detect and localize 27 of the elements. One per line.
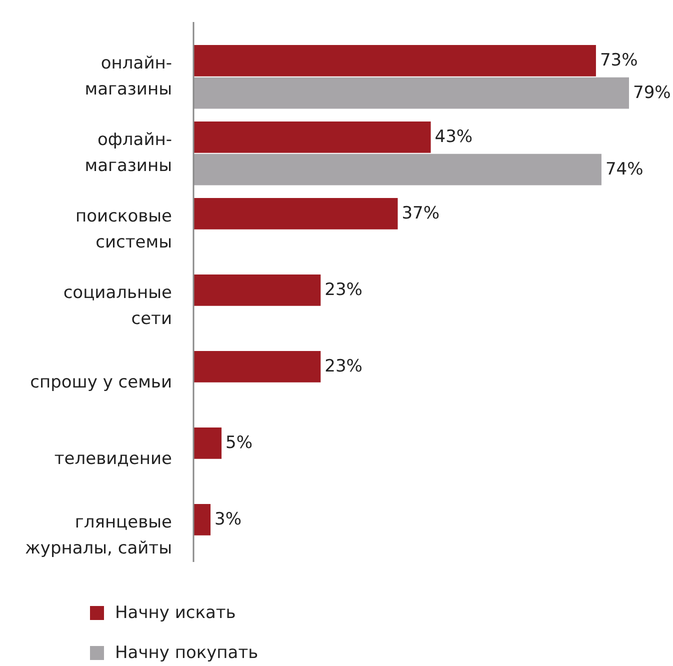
data-label: 43% [434,127,473,148]
data-label: 79% [633,83,671,104]
data-label: 3% [214,510,242,530]
y-tick-label: телевидение [54,448,172,469]
legend-label: Начну покупать [115,643,258,663]
data-label: 37% [402,204,440,224]
data-label: 5% [226,433,253,454]
y-tick-label: глянцевые журналы, сайты [25,512,172,558]
bar [194,274,321,306]
bar [194,198,398,230]
y-tick-label: онлайн-магазины [84,53,172,100]
bar [194,154,602,186]
bar [194,45,596,76]
data-label: 74% [605,160,644,180]
bar [194,122,431,153]
legend-label: Начну искать [115,603,236,623]
bar [194,351,321,382]
data-label: 23% [324,280,362,300]
bar [194,428,222,459]
y-tick-label: социальные сети [63,282,172,329]
y-tick-label: поисковые системы [76,206,172,252]
data-label: 23% [324,356,362,377]
bar [194,77,629,109]
bar [194,504,211,536]
data-label: 73% [600,50,638,71]
y-tick-label: офлайн-магазины [84,130,172,176]
y-tick-label: спрошу у семьи [30,372,172,392]
